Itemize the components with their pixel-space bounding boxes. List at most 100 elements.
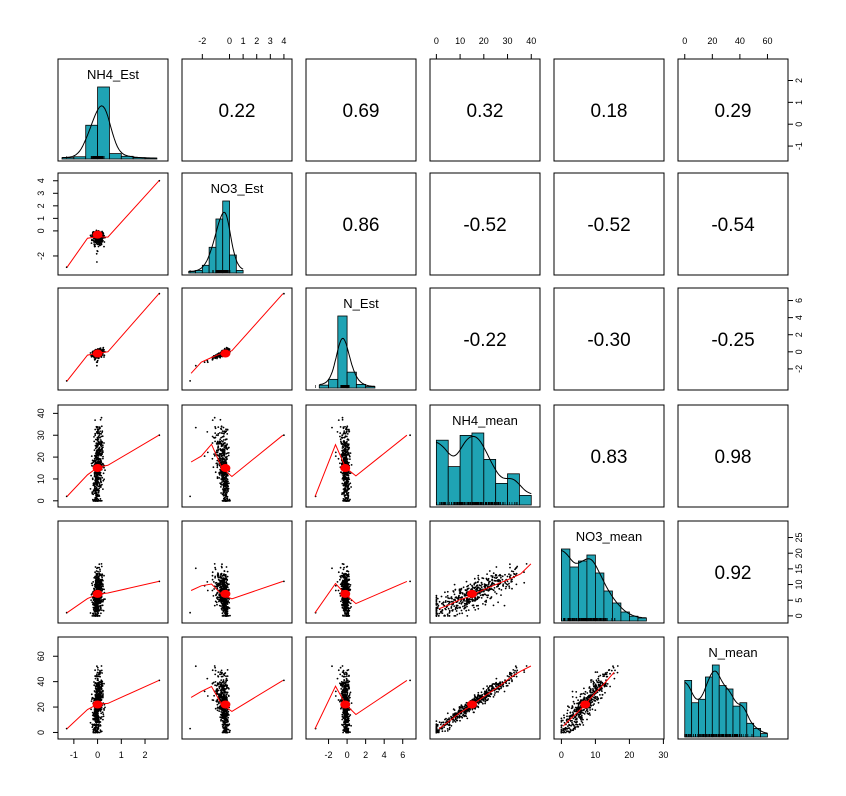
scatter-point xyxy=(101,589,103,592)
scatter-point xyxy=(100,579,103,581)
panel-4-0 xyxy=(57,520,169,624)
panel-2-4: -0.30 xyxy=(553,287,665,391)
variable-label: NH4_Est xyxy=(87,67,139,82)
scatter-point xyxy=(213,563,216,565)
scatter-point xyxy=(347,443,350,446)
scatter-point xyxy=(96,426,99,428)
scatter-point xyxy=(222,494,225,497)
scatter-point xyxy=(348,499,351,502)
scatter-point xyxy=(340,440,342,443)
scatter-point xyxy=(96,250,99,252)
scatter-point xyxy=(220,427,222,430)
scatter-point xyxy=(223,453,225,455)
scatter-point xyxy=(101,585,104,587)
scatter-point xyxy=(97,455,100,457)
scatter-point xyxy=(93,358,96,361)
scatter-point xyxy=(93,449,96,451)
scatter-point xyxy=(225,481,228,484)
scatter-point xyxy=(213,588,216,590)
scatter-point xyxy=(339,575,342,578)
panel-frame xyxy=(305,404,417,508)
scatter-point xyxy=(220,598,223,600)
scatter-point xyxy=(95,586,98,589)
scatter-point xyxy=(342,479,345,482)
scatter-point xyxy=(346,449,349,451)
variable-label: NH4_mean xyxy=(452,413,518,428)
scatter-point xyxy=(211,571,214,574)
scatter-point xyxy=(102,599,105,602)
scatter-point xyxy=(223,491,225,494)
scatter-point xyxy=(220,573,223,576)
scatter-point xyxy=(218,452,221,455)
correlation-ellipse xyxy=(220,464,231,473)
correlation-value: 0.83 xyxy=(591,447,628,468)
histogram-bar xyxy=(328,378,339,389)
scatter-point xyxy=(91,582,93,585)
scatter-point xyxy=(98,563,101,566)
scatter-point xyxy=(100,416,103,419)
scatter-point xyxy=(211,419,214,421)
panel-3-4: 0.83 xyxy=(553,404,665,508)
scatter-point xyxy=(219,432,221,434)
scatter-point xyxy=(218,477,221,479)
scatter-point xyxy=(98,452,101,455)
scatter-point xyxy=(206,589,209,592)
scatter-point xyxy=(95,609,98,611)
scatter-point xyxy=(218,594,221,596)
scatter-point xyxy=(99,477,102,480)
panel-frame xyxy=(57,58,169,162)
scatter-point xyxy=(194,364,197,367)
scatter-point xyxy=(93,499,95,502)
scatter-point xyxy=(343,491,345,494)
scatter-point xyxy=(94,357,97,360)
scatter-point xyxy=(96,604,99,607)
scatter-point xyxy=(96,440,99,442)
scatter-point xyxy=(95,425,98,428)
scatter-point xyxy=(97,457,99,459)
scatter-point xyxy=(100,443,103,446)
scatter-point xyxy=(95,598,98,600)
scatter-point xyxy=(344,451,347,454)
scatter-point xyxy=(101,462,104,465)
scatter-area xyxy=(65,292,161,382)
scatter-area xyxy=(65,179,161,269)
scatter-point xyxy=(225,585,228,587)
scatter-point xyxy=(100,240,103,243)
scatter-point xyxy=(95,238,97,241)
correlation-value: 0.29 xyxy=(715,101,752,122)
scatter-point xyxy=(104,469,106,472)
scatter-point xyxy=(220,589,223,591)
correlation-value: 0.69 xyxy=(343,101,380,122)
scatter-point xyxy=(99,439,102,441)
scatter-point xyxy=(224,586,226,589)
panel-frame xyxy=(57,287,169,391)
scatter-point xyxy=(100,448,103,451)
correlation-value: -0.30 xyxy=(587,330,630,351)
scatter-point xyxy=(189,611,192,614)
variable-label: NO3_Est xyxy=(211,181,264,196)
scatter-point xyxy=(93,583,96,586)
scatter-area xyxy=(314,416,411,502)
scatter-point xyxy=(214,432,217,434)
scatter-point xyxy=(215,434,218,436)
scatter-point xyxy=(221,458,224,461)
scatter-point xyxy=(103,442,105,444)
scatter-point xyxy=(226,603,229,605)
panel-frame xyxy=(429,172,541,276)
scatter-point xyxy=(211,578,214,581)
scatter-point xyxy=(102,488,104,490)
scatter-point xyxy=(224,603,227,606)
scatter-point xyxy=(214,471,217,474)
scatter-point xyxy=(348,430,350,433)
scatter-point xyxy=(96,566,99,569)
correlation-value: -0.25 xyxy=(711,330,754,351)
scatter-point xyxy=(99,427,101,430)
panel-1-3: -0.52 xyxy=(429,172,541,276)
panel-frame xyxy=(181,520,293,624)
panel-frame xyxy=(429,287,541,391)
scatter-point xyxy=(91,464,93,467)
scatter-point xyxy=(97,578,99,581)
scatter-point xyxy=(94,452,97,454)
scatter-point xyxy=(228,446,230,449)
